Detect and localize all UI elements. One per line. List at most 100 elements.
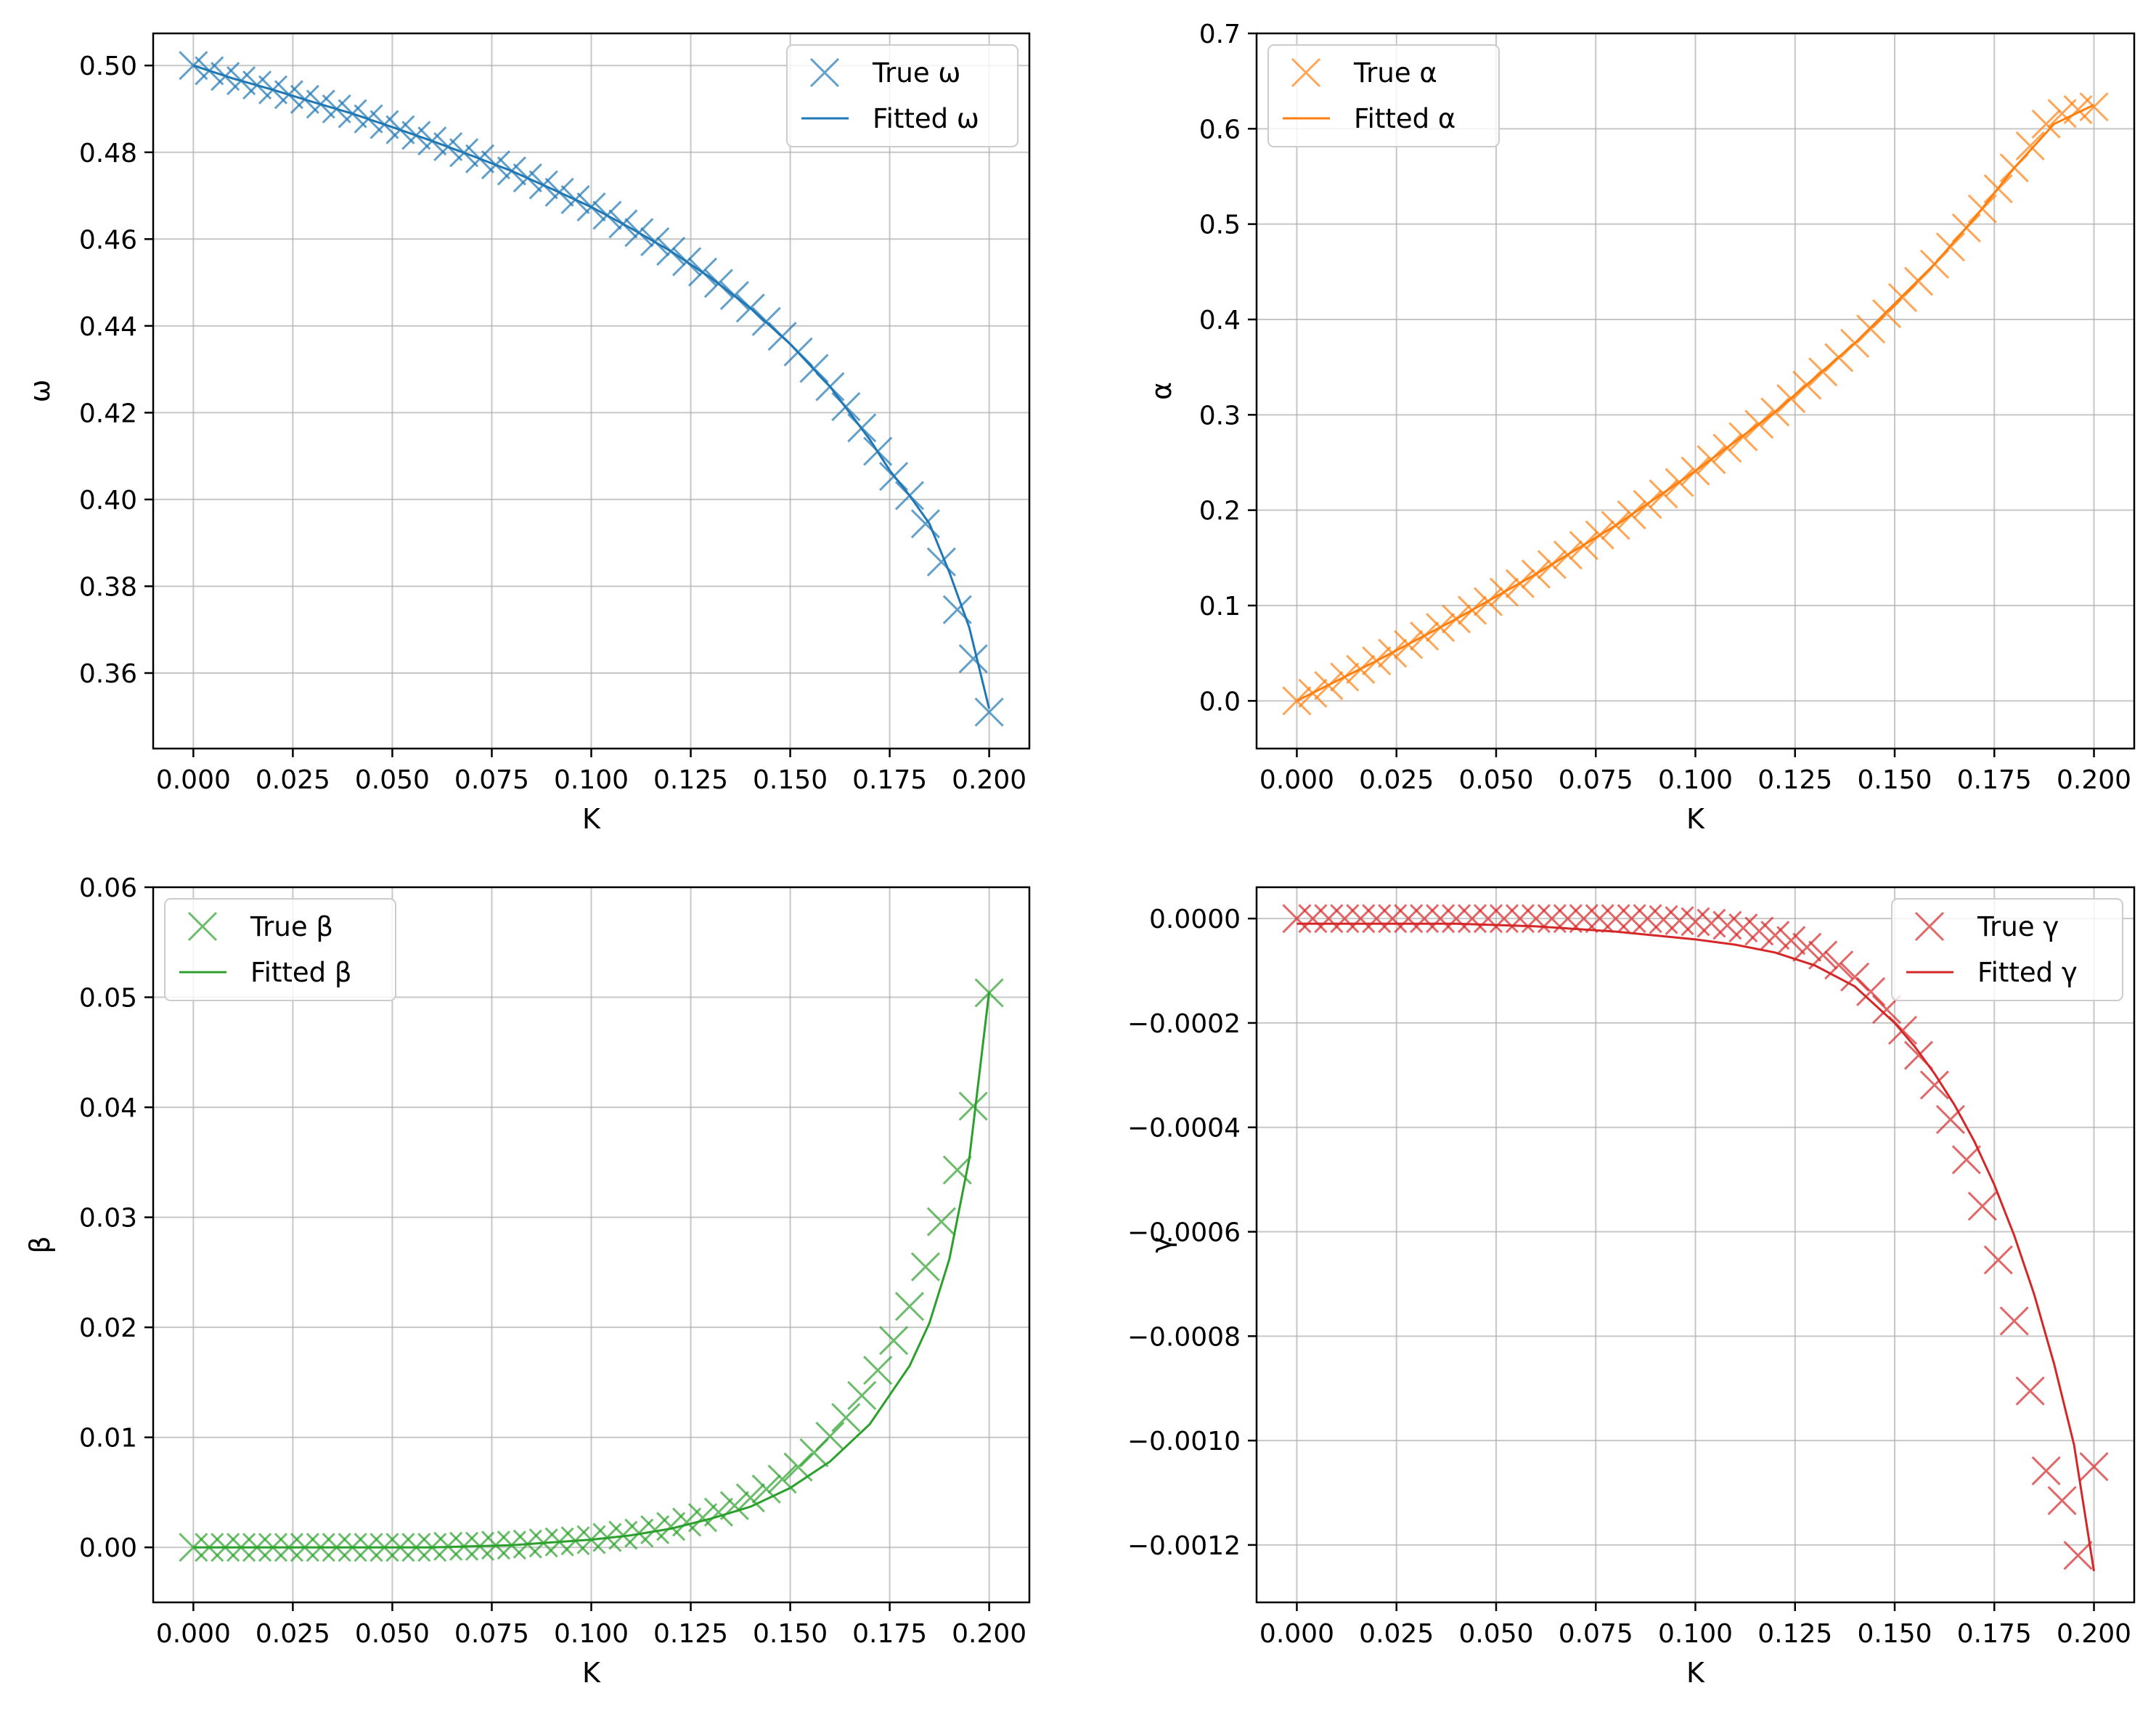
y-tick-label: 0.0000	[1149, 905, 1241, 934]
series-line-omega	[192, 64, 991, 709]
legend: True ω Fitted ω	[786, 44, 1018, 147]
data-point-gamma	[2015, 1376, 2045, 1406]
x-tick-label: 0.000	[1259, 765, 1334, 795]
data-point-gamma	[1935, 1104, 1965, 1135]
legend-box	[786, 44, 1018, 147]
y-tick-label: 0.04	[79, 1093, 137, 1123]
x-tick-label: 0.000	[156, 1619, 231, 1649]
x-tick-label: 0.200	[2057, 765, 2131, 795]
y-tick-label: 0.44	[79, 312, 137, 342]
x-tick-label: 0.175	[1957, 1619, 2032, 1649]
data-point-gamma	[1601, 904, 1630, 934]
data-point-beta	[910, 1252, 941, 1281]
series-line-beta	[193, 991, 991, 1549]
legend-entry-label: True β	[250, 911, 333, 942]
plot-area	[1282, 92, 2109, 716]
data-point-gamma	[1617, 904, 1646, 934]
y-tick-label: 0.7	[1199, 20, 1241, 49]
x-tick-label: 0.100	[1658, 765, 1733, 795]
y-tick-label: 0.46	[79, 225, 137, 255]
legend-box	[164, 898, 396, 1001]
data-point-omega	[926, 547, 956, 577]
legend-entry-label: Fitted α	[1354, 103, 1455, 134]
y-tick-label: 0.50	[79, 52, 137, 81]
data-point-beta	[751, 1474, 781, 1504]
y-axis-label: ω	[24, 380, 56, 403]
data-point-beta	[703, 1497, 733, 1527]
y-tick-label: 0.0	[1199, 687, 1241, 717]
data-point-gamma	[1426, 904, 1455, 934]
data-point-alpha	[2015, 131, 2045, 161]
data-point-beta	[958, 1091, 988, 1121]
data-point-beta	[879, 1326, 909, 1356]
data-point-gamma	[1856, 977, 1886, 1006]
x-tick-label: 0.100	[1658, 1619, 1733, 1649]
data-point-gamma	[1473, 904, 1503, 934]
legend-entry-label: Fitted β	[250, 957, 352, 988]
y-tick-label: 0.03	[79, 1204, 137, 1234]
x-tick-label: 0.000	[1259, 1619, 1334, 1649]
y-tick-label: 0.00	[79, 1533, 137, 1563]
data-point-gamma	[2047, 1485, 2077, 1515]
plot-area	[179, 978, 1004, 1562]
y-tick-label: 0.36	[79, 659, 137, 689]
data-point-gamma	[1569, 904, 1598, 934]
series-line-gamma	[1297, 922, 2095, 1572]
x-tick-label: 0.125	[653, 1619, 728, 1649]
data-point-beta	[894, 1292, 925, 1321]
data-point-beta	[671, 1507, 702, 1537]
legend-marker-swatch	[187, 911, 218, 942]
data-point-beta	[735, 1483, 765, 1513]
x-tick-label: 0.050	[355, 1619, 430, 1649]
data-point-gamma	[1362, 904, 1392, 934]
data-point-gamma	[2031, 1456, 2061, 1485]
data-point-gamma	[1330, 904, 1360, 934]
plot-area	[1282, 904, 2109, 1572]
x-tick-label: 0.200	[952, 765, 1026, 795]
x-tick-label: 0.200	[952, 1619, 1026, 1649]
data-point-gamma	[1410, 904, 1440, 934]
data-point-gamma	[1792, 932, 1822, 962]
x-tick-label: 0.100	[554, 765, 629, 795]
x-axis-label: K	[582, 803, 601, 835]
data-point-gamma	[2063, 1541, 2093, 1570]
y-tick-label: 0.40	[79, 486, 137, 515]
chart-omega: 0.000 0.025 0.050 0.075 0.100 0.125 0.150 0.175…	[24, 32, 1031, 835]
legend-marker-swatch	[1291, 57, 1321, 88]
y-axis-label: γ	[1146, 1236, 1177, 1253]
data-point-beta	[942, 1155, 972, 1185]
data-point-gamma	[1314, 904, 1344, 934]
x-tick-label: 0.125	[1757, 1619, 1832, 1649]
data-point-gamma	[1983, 1245, 2013, 1275]
x-tick-label: 0.075	[454, 1619, 529, 1649]
x-tick-label: 0.050	[1458, 765, 1533, 795]
data-point-beta	[926, 1207, 956, 1236]
x-tick-label: 0.150	[753, 765, 828, 795]
y-tick-label: 0.6	[1199, 115, 1241, 144]
data-point-gamma	[1346, 904, 1376, 934]
data-point-omega	[958, 644, 988, 674]
y-tick-label: 0.42	[79, 399, 137, 428]
data-point-gamma	[1951, 1145, 1981, 1175]
legend-entry-label: True γ	[1977, 911, 2059, 942]
y-tick-label: −0.0002	[1127, 1009, 1241, 1039]
x-tick-label: 0.075	[1559, 1619, 1633, 1649]
y-tick-label: −0.0010	[1127, 1427, 1241, 1456]
legend: True α Fitted α	[1267, 44, 1500, 147]
data-point-beta	[767, 1464, 797, 1494]
legend: True γ Fitted γ	[1891, 898, 2123, 1001]
data-point-gamma	[1824, 950, 1854, 980]
y-tick-label: −0.0006	[1127, 1218, 1241, 1248]
data-point-beta	[847, 1381, 877, 1411]
x-tick-label: 0.200	[2057, 1619, 2131, 1649]
x-tick-label: 0.175	[852, 1619, 927, 1649]
y-tick-label: 0.48	[79, 139, 137, 168]
x-tick-label: 0.100	[554, 1619, 629, 1649]
y-tick-label: 0.3	[1199, 401, 1241, 431]
y-tick-label: 0.5	[1199, 211, 1241, 240]
y-tick-label: 0.05	[79, 984, 137, 1014]
data-point-beta	[656, 1512, 686, 1541]
data-point-gamma	[1919, 1070, 1949, 1100]
data-point-alpha	[1282, 686, 1312, 716]
